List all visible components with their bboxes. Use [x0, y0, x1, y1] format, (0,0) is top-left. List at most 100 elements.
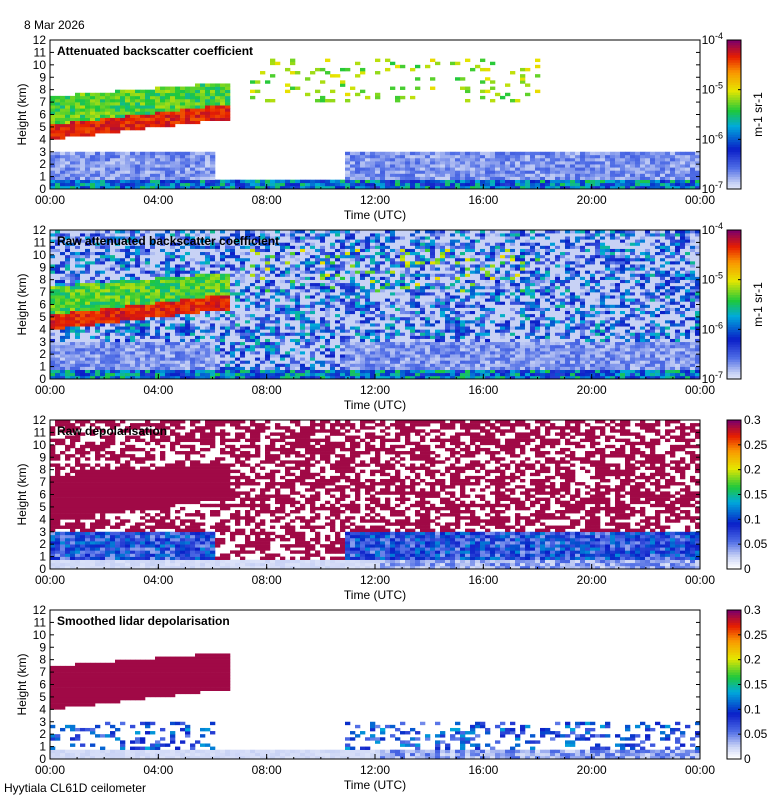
y-tick-label: 2: [39, 347, 46, 361]
y-tick-label: 0: [39, 372, 46, 386]
instrument-label: Hyytiala CL61D ceilometer: [4, 781, 147, 795]
colorbar-tick-label: 0: [744, 752, 751, 766]
x-tick-label: 00:00: [685, 763, 715, 777]
colorbar-tick-label: 0.25: [744, 628, 768, 642]
x-tick-label: 00:00: [35, 383, 65, 397]
x-tick-label: 20:00: [577, 573, 607, 587]
x-tick-label: 08:00: [252, 193, 282, 207]
x-tick-label: 12:00: [360, 383, 390, 397]
y-tick-label: 8: [39, 83, 46, 97]
y-tick-label: 11: [34, 235, 47, 249]
colorbar-tick-label: 0: [744, 562, 751, 576]
y-tick-label: 9: [39, 260, 46, 274]
x-tick-label: 16:00: [468, 763, 498, 777]
x-tick-label: 00:00: [685, 573, 715, 587]
y-tick-label: 10: [33, 58, 47, 72]
panel-1: Attenuated backscatter coefficient012345…: [15, 31, 765, 222]
colorbar-tick-label: 0.05: [744, 537, 768, 551]
x-axis-title: Time (UTC): [344, 398, 406, 412]
x-tick-label: 00:00: [685, 383, 715, 397]
x-tick-label: 08:00: [252, 763, 282, 777]
colorbar-tick-label: 10-4: [702, 221, 723, 237]
y-tick-label: 5: [39, 120, 46, 134]
y-tick-label: 10: [33, 248, 47, 262]
y-axis-title: Height (km): [15, 83, 29, 145]
y-tick-label: 1: [39, 550, 46, 564]
x-axis-title: Time (UTC): [344, 208, 406, 222]
y-tick-label: 3: [39, 335, 46, 349]
y-tick-label: 0: [39, 562, 46, 576]
colorbar-tick-label: 10-5: [702, 81, 723, 97]
y-tick-label: 11: [34, 425, 47, 439]
y-tick-label: 9: [39, 450, 46, 464]
x-tick-label: 00:00: [35, 763, 65, 777]
colorbar-tick-label: 0.2: [744, 653, 761, 667]
colorbar-tick-label: 10-4: [702, 31, 723, 47]
y-tick-label: 12: [33, 223, 47, 237]
y-tick-label: 7: [39, 95, 46, 109]
y-tick-label: 8: [39, 273, 46, 287]
colorbar-tick-label: 0.3: [744, 603, 761, 617]
colorbar-tick-label: 0.25: [744, 438, 768, 452]
y-tick-label: 2: [39, 537, 46, 551]
x-tick-label: 08:00: [252, 383, 282, 397]
y-tick-label: 12: [33, 33, 47, 47]
y-tick-label: 0: [39, 752, 46, 766]
colorbar: 10-4 10-5 10-6 10-7 m-1 sr-1: [702, 31, 765, 196]
y-tick-label: 8: [39, 653, 46, 667]
colorbar-tick-label: 10-6: [702, 320, 723, 336]
panel-title: Smoothed lidar depolarisation: [57, 614, 230, 628]
colorbar-tick-label: 0.15: [744, 488, 768, 502]
colorbar-tick-label: 0.2: [744, 463, 761, 477]
x-tick-label: 12:00: [360, 573, 390, 587]
y-tick-label: 0: [39, 182, 46, 196]
colorbar-frame: [726, 229, 742, 380]
heatmap-field: [50, 230, 701, 380]
panel-2: Raw attenuated backscatter coefficient01…: [15, 221, 765, 412]
colorbar: 0.3 0.25 0.2 0.15 0.1 0.05 0: [726, 603, 768, 766]
panel-title: Raw attenuated backscatter coefficient: [57, 234, 279, 248]
panel-title: Raw depolarisation: [57, 424, 167, 438]
y-tick-label: 9: [39, 70, 46, 84]
colorbar-tick-label: 10-7: [702, 370, 723, 386]
x-tick-label: 20:00: [577, 763, 607, 777]
x-tick-label: 16:00: [468, 193, 498, 207]
y-axis-title: Height (km): [15, 273, 29, 335]
colorbar-tick-label: 10-5: [702, 271, 723, 287]
heatmap-field: [50, 653, 701, 760]
y-tick-label: 3: [39, 525, 46, 539]
y-tick-label: 4: [39, 702, 46, 716]
y-tick-label: 6: [39, 488, 46, 502]
colorbar-unit: m-1 sr-1: [751, 92, 765, 137]
colorbar-unit: m-1 sr-1: [751, 282, 765, 327]
colorbar: 0.3 0.25 0.2 0.15 0.1 0.05 0: [726, 413, 768, 576]
y-tick-label: 2: [39, 157, 46, 171]
x-axis-title: Time (UTC): [344, 778, 406, 792]
y-tick-label: 4: [39, 322, 46, 336]
y-tick-label: 12: [33, 413, 47, 427]
y-tick-label: 7: [39, 665, 46, 679]
y-tick-label: 3: [39, 145, 46, 159]
y-tick-label: 3: [39, 715, 46, 729]
x-tick-label: 12:00: [360, 763, 390, 777]
x-tick-label: 16:00: [468, 383, 498, 397]
y-tick-label: 9: [39, 640, 46, 654]
x-tick-label: 16:00: [468, 573, 498, 587]
y-tick-label: 1: [39, 360, 46, 374]
colorbar-tick-label: 0.3: [744, 413, 761, 427]
y-tick-label: 12: [33, 603, 47, 617]
x-tick-label: 20:00: [577, 383, 607, 397]
y-tick-label: 4: [39, 512, 46, 526]
heatmap-field: [50, 420, 701, 570]
heatmap-field: [50, 58, 701, 190]
colorbar-tick-label: 10-6: [702, 130, 723, 146]
colorbar-frame: [726, 39, 742, 190]
y-tick-label: 6: [39, 298, 46, 312]
y-tick-label: 11: [34, 615, 47, 629]
y-tick-label: 5: [39, 690, 46, 704]
x-tick-label: 04:00: [143, 763, 173, 777]
y-tick-label: 8: [39, 463, 46, 477]
x-tick-label: 12:00: [360, 193, 390, 207]
colorbar-tick-label: 0.05: [744, 727, 768, 741]
